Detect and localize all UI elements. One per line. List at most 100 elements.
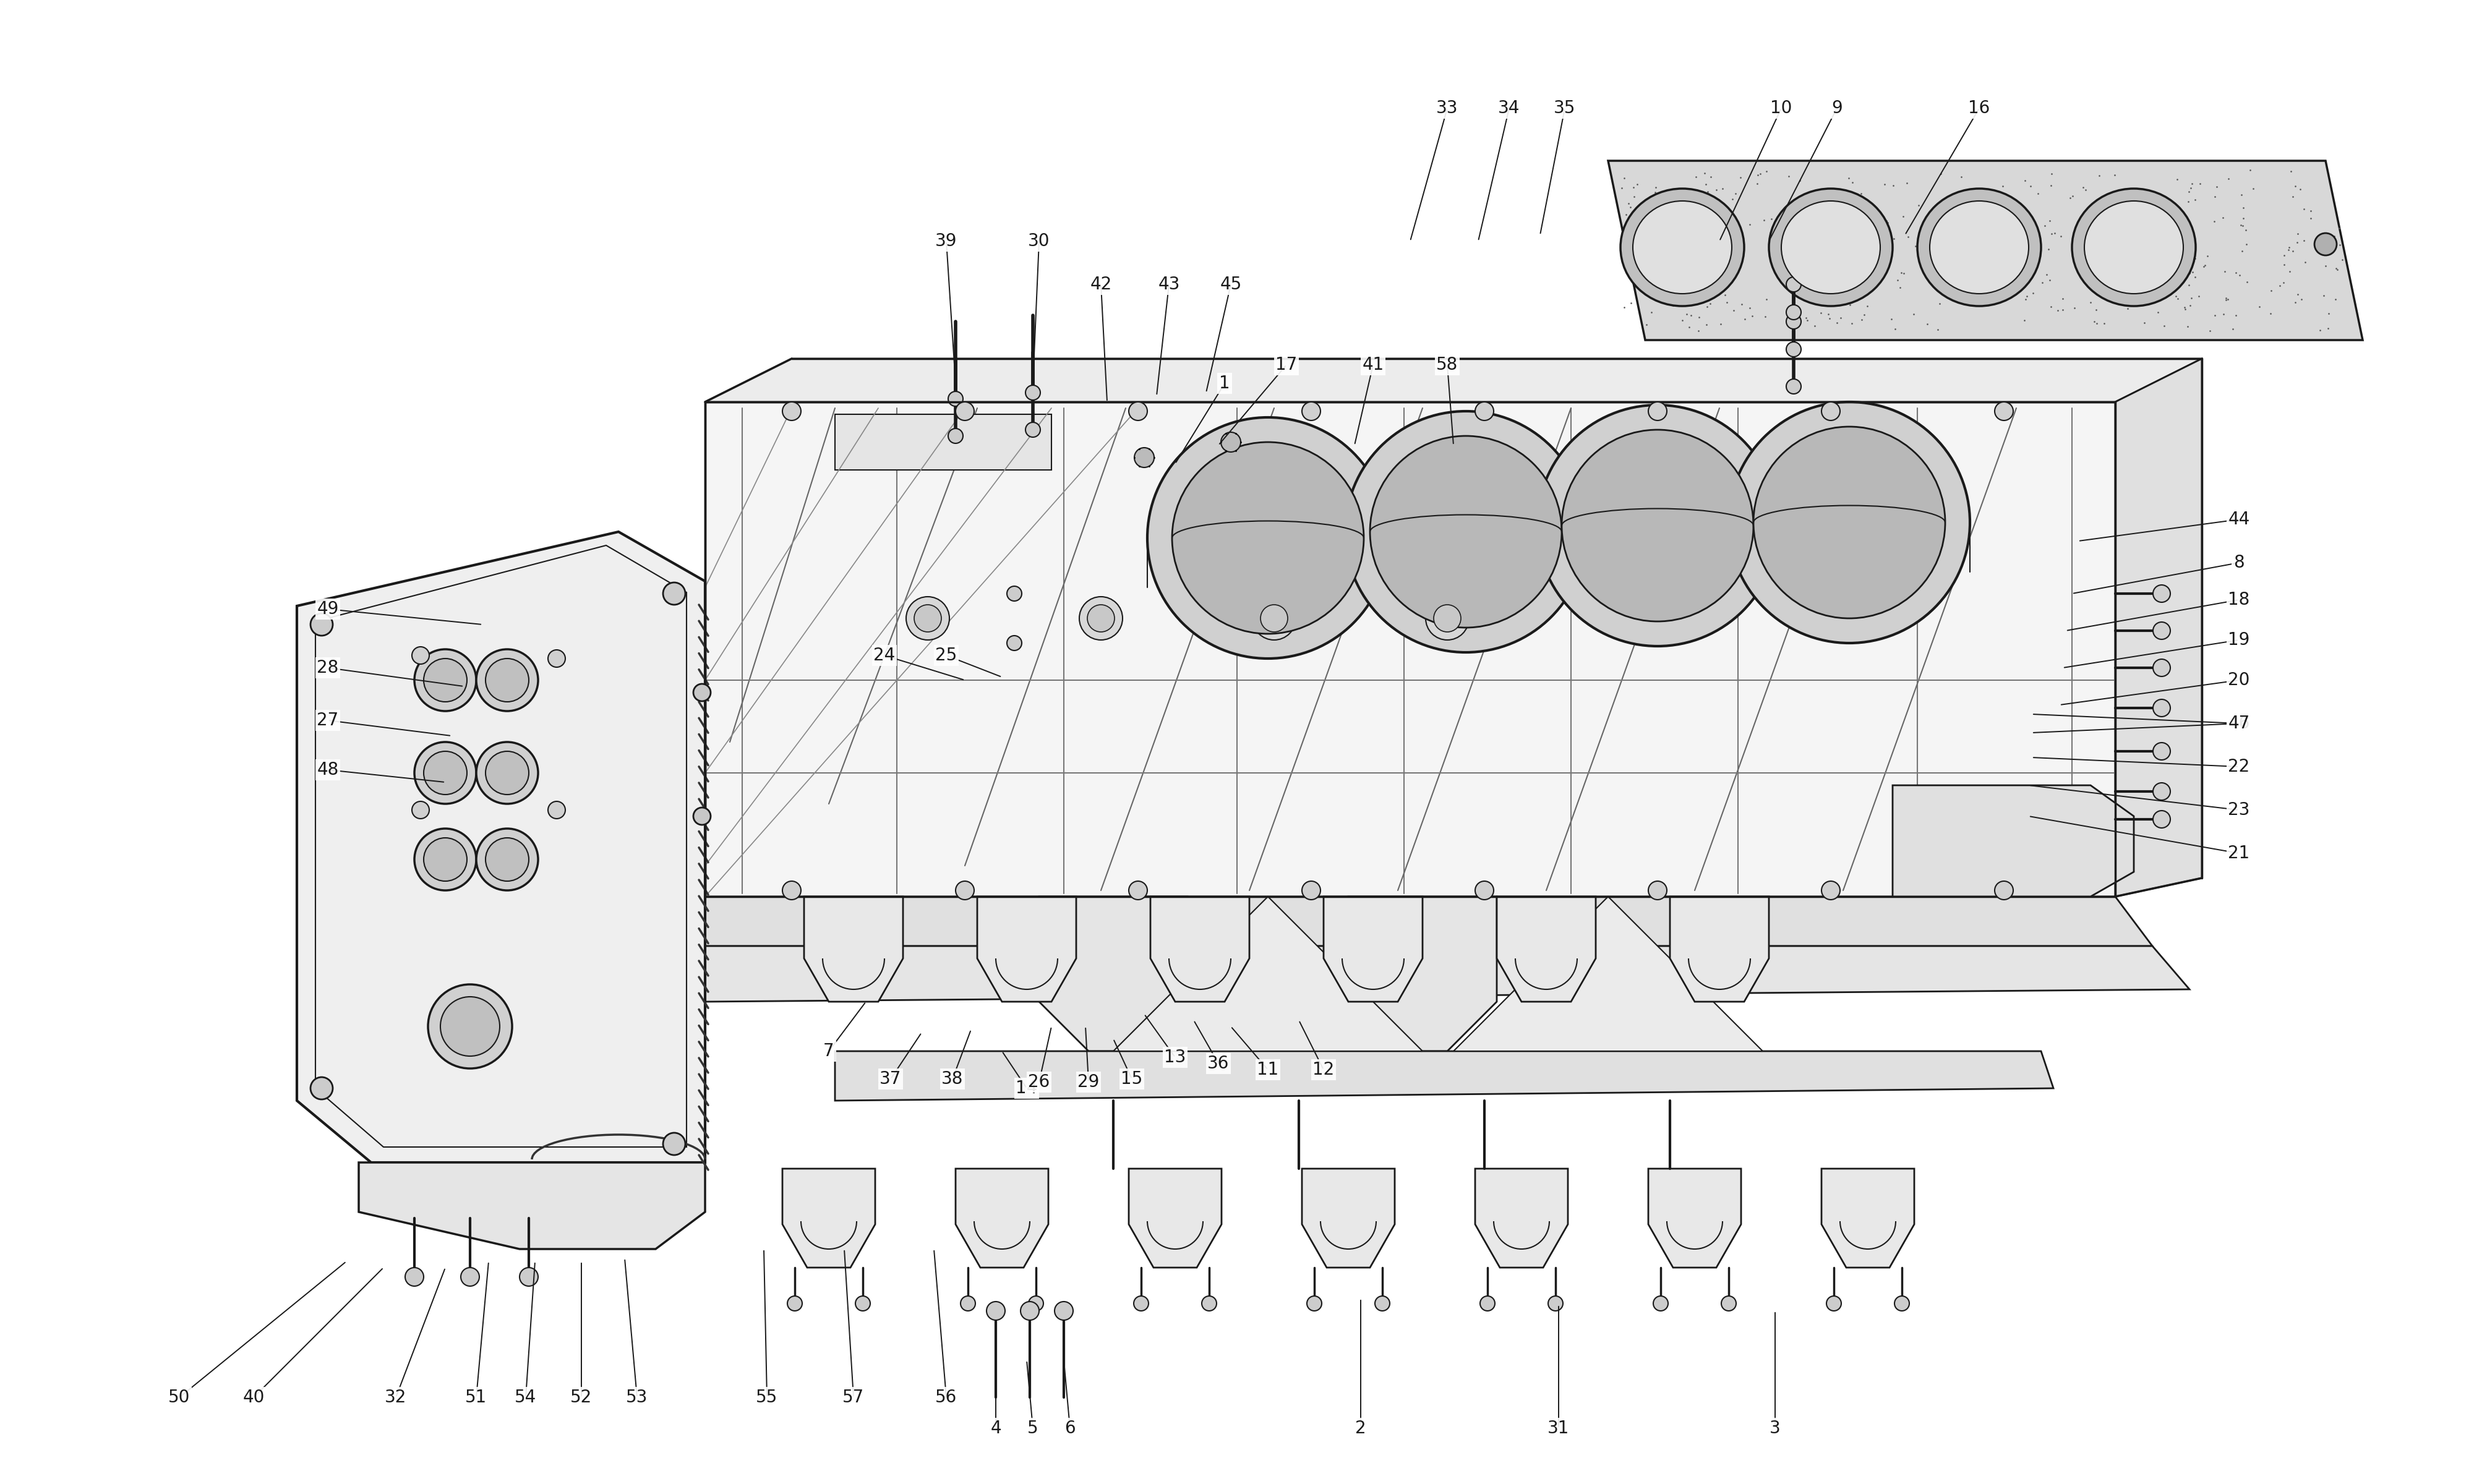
Circle shape [1895,1296,1910,1310]
Circle shape [2152,659,2170,677]
Circle shape [1648,402,1667,420]
Polygon shape [1150,896,1249,1002]
Text: 14: 14 [1017,1080,1037,1097]
Circle shape [1754,427,1945,619]
Circle shape [411,801,430,819]
Circle shape [2152,810,2170,828]
Circle shape [1826,1296,1841,1310]
Circle shape [416,650,475,711]
Circle shape [693,684,710,700]
Circle shape [485,838,529,881]
Text: 15: 15 [1121,1070,1143,1088]
Circle shape [2152,699,2170,717]
Polygon shape [1128,1169,1222,1267]
Circle shape [1786,378,1801,393]
Text: 44: 44 [2229,510,2249,528]
Text: 46: 46 [2229,715,2249,732]
Text: 55: 55 [757,1389,777,1407]
Circle shape [2152,585,2170,603]
Circle shape [1786,304,1801,319]
Polygon shape [359,1162,705,1250]
Polygon shape [836,414,1051,470]
Text: 2: 2 [1356,1420,1366,1437]
Text: 40: 40 [242,1389,265,1407]
Polygon shape [955,1169,1049,1267]
Text: 16: 16 [1969,99,1989,117]
Text: 24: 24 [873,647,896,665]
Circle shape [520,1267,539,1287]
Text: 57: 57 [844,1389,863,1407]
Text: 18: 18 [2229,591,2249,608]
Circle shape [416,742,475,804]
Circle shape [1425,597,1470,640]
Text: 25: 25 [935,647,957,665]
Text: 37: 37 [881,1070,901,1088]
Circle shape [1133,448,1153,467]
Circle shape [1479,1296,1494,1310]
Circle shape [948,429,962,444]
Circle shape [549,650,564,668]
Circle shape [1202,1296,1217,1310]
Circle shape [2152,784,2170,800]
Polygon shape [1324,896,1423,1002]
Polygon shape [1039,896,1188,1051]
Circle shape [1022,1301,1039,1321]
Circle shape [485,751,529,794]
Circle shape [423,659,468,702]
Text: 17: 17 [1277,356,1296,374]
Text: 33: 33 [1437,99,1457,117]
Text: 42: 42 [1091,276,1111,292]
Circle shape [1475,881,1494,899]
Circle shape [1994,402,2014,420]
Polygon shape [297,531,705,1162]
Polygon shape [1670,896,1769,1002]
Circle shape [411,647,430,665]
Circle shape [1371,436,1561,628]
Text: 22: 22 [2229,758,2249,775]
Ellipse shape [2083,200,2185,294]
Circle shape [2316,233,2335,255]
Polygon shape [804,896,903,1002]
Circle shape [1027,423,1039,438]
Ellipse shape [1633,200,1732,294]
Circle shape [1029,1296,1044,1310]
Circle shape [1079,597,1123,640]
Circle shape [1729,402,1969,643]
Text: 58: 58 [1437,356,1457,374]
Text: 38: 38 [943,1070,962,1088]
Text: 48: 48 [317,761,339,779]
Text: 32: 32 [386,1389,406,1407]
Circle shape [1561,430,1754,622]
Circle shape [1133,1296,1148,1310]
Circle shape [955,402,975,420]
Circle shape [1027,386,1039,401]
Polygon shape [1301,1169,1395,1267]
Circle shape [1128,402,1148,420]
Text: 52: 52 [571,1389,591,1407]
Circle shape [1128,881,1148,899]
Polygon shape [977,896,1076,1002]
Circle shape [1089,605,1113,632]
Polygon shape [1475,1169,1569,1267]
Circle shape [416,828,475,890]
Text: 36: 36 [1207,1055,1230,1071]
Text: 6: 6 [1064,1420,1076,1437]
Text: 43: 43 [1158,276,1180,292]
Circle shape [440,997,500,1057]
Circle shape [475,742,539,804]
Polygon shape [705,359,2202,402]
Circle shape [1786,278,1801,292]
Ellipse shape [1781,200,1880,294]
Text: 35: 35 [1554,99,1576,117]
Text: 5: 5 [1027,1420,1039,1437]
Text: 11: 11 [1257,1061,1279,1079]
Circle shape [1821,402,1841,420]
Ellipse shape [1620,188,1744,306]
Circle shape [782,881,802,899]
Circle shape [1994,881,2014,899]
Text: 4: 4 [990,1420,1002,1437]
Text: 12: 12 [1314,1061,1333,1079]
Circle shape [428,984,512,1068]
Circle shape [549,801,564,819]
Circle shape [312,1077,332,1100]
